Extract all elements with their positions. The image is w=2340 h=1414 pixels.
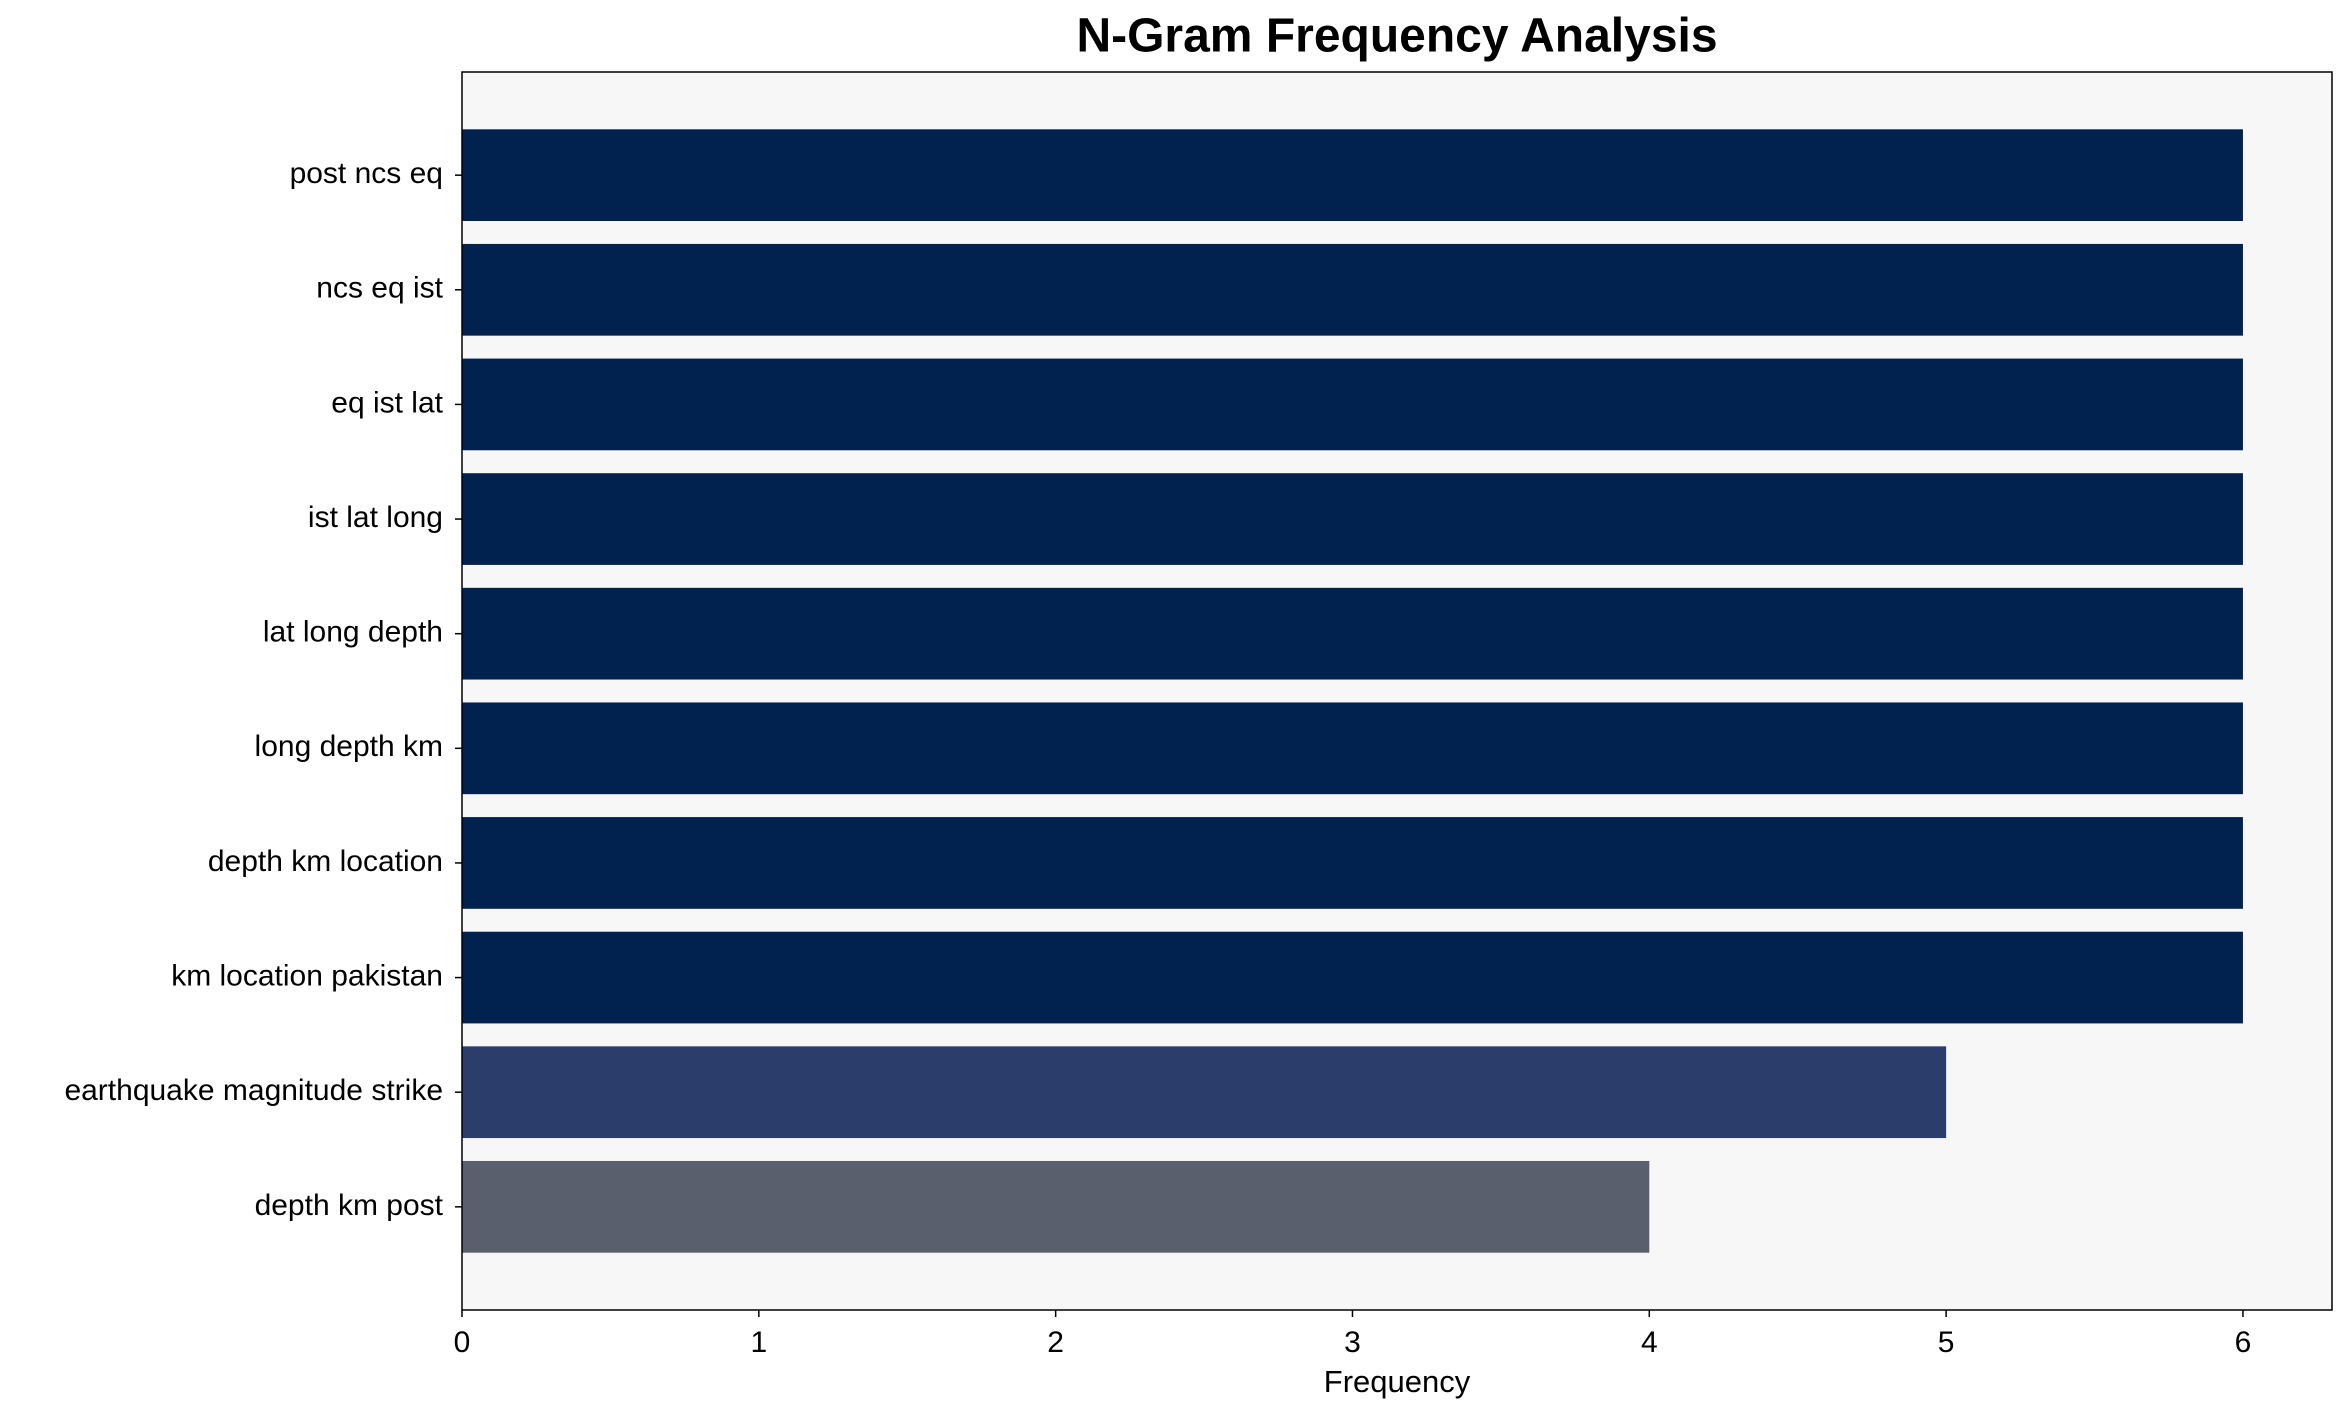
x-tick-label: 0	[454, 1326, 471, 1359]
y-tick-label: ncs eq ist	[316, 272, 443, 305]
bar	[462, 129, 2243, 222]
x-tick-label: 3	[1344, 1326, 1361, 1359]
plot-frame	[461, 71, 2333, 1311]
bar	[462, 1160, 1650, 1253]
y-tick-label: post ncs eq	[290, 157, 443, 190]
y-tick-label: depth km location	[208, 845, 443, 878]
bar	[462, 817, 2243, 909]
x-tick-label: 6	[2235, 1326, 2252, 1359]
chart-title: N-Gram Frequency Analysis	[1076, 10, 1717, 63]
bar	[462, 243, 2243, 336]
y-tick-label: km location pakistan	[171, 959, 443, 992]
y-tick-label: depth km post	[255, 1189, 444, 1222]
x-tick-label: 2	[1047, 1326, 1064, 1359]
x-tick-label: 4	[1641, 1326, 1658, 1359]
bar	[462, 931, 2243, 1024]
bar	[462, 1046, 1947, 1139]
bar	[462, 587, 2243, 680]
y-tick-label: eq ist lat	[331, 386, 443, 419]
x-tick-label: 5	[1938, 1326, 1955, 1359]
y-tick-label: lat long depth	[263, 616, 443, 649]
bar	[462, 473, 2243, 565]
x-tick-label: 1	[750, 1326, 767, 1359]
y-tick-label: ist lat long	[308, 501, 443, 534]
x-axis-label: Frequency	[1324, 1364, 1471, 1399]
y-tick-label: long depth km	[255, 730, 443, 763]
bar	[462, 702, 2243, 795]
y-tick-label: earthquake magnitude strike	[64, 1074, 443, 1107]
bar	[462, 358, 2243, 451]
